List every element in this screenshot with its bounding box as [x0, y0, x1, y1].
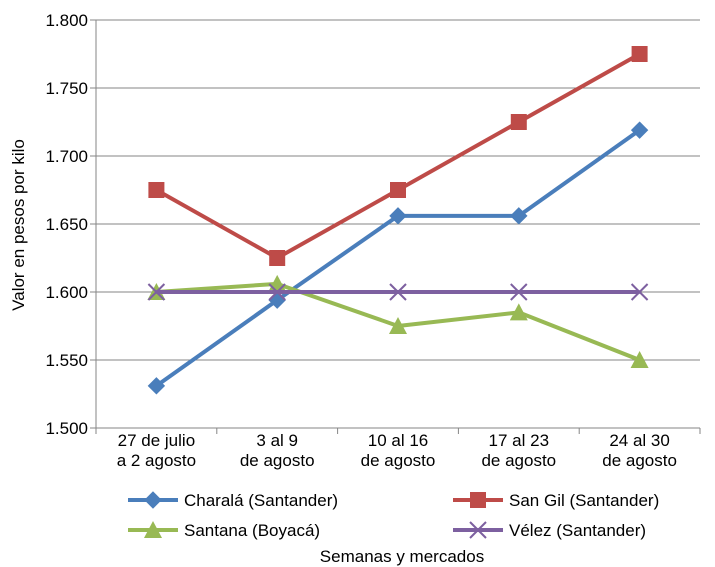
data-point: [148, 182, 165, 198]
y-tick-label: 1.600: [45, 283, 88, 302]
legend-item: Vélez (Santander): [453, 521, 646, 540]
y-axis-label: Valor en pesos por kilo: [9, 139, 28, 311]
marker-stroke: [389, 283, 407, 301]
y-tick-label: 1.650: [45, 215, 88, 234]
y-tick-label: 1.700: [45, 147, 88, 166]
series-group: [147, 46, 649, 395]
series-1: [147, 121, 649, 395]
legend-marker: [470, 492, 486, 508]
legend-marker: [144, 491, 162, 509]
y-tick-labels: 1.500 1.550 1.600 1.650 1.700 1.750 1.800: [45, 11, 88, 438]
legend-label: Santana (Boyacá): [184, 521, 320, 540]
data-point: [390, 182, 406, 198]
legend-item: Santana (Boyacá): [128, 521, 320, 540]
data-point: [389, 207, 407, 225]
legend: Charalá (Santander) San Gil (Santander) Sa…: [128, 491, 659, 540]
marker-stroke: [268, 283, 286, 301]
legend-marker: [469, 521, 487, 539]
data-point: [269, 250, 286, 266]
series-2: [148, 46, 648, 266]
legend-item: Charalá (Santander): [128, 491, 338, 510]
legend-label: Charalá (Santander): [184, 491, 338, 510]
marker-stroke: [630, 283, 649, 301]
y-tick-label: 1.800: [45, 11, 88, 30]
data-point: [389, 283, 407, 301]
legend-marker: [144, 521, 162, 538]
data-point: [147, 283, 166, 301]
legend-item: San Gil (Santander): [453, 491, 659, 510]
series-4: [147, 283, 649, 301]
data-point: [147, 377, 166, 395]
marker-stroke: [147, 283, 166, 301]
data-point: [631, 46, 648, 62]
data-point: [630, 351, 649, 368]
data-point: [510, 114, 527, 130]
x-tick-label: 17 al 23 de agosto: [481, 431, 556, 470]
x-tick-label: 27 de julio a 2 agosto: [117, 431, 196, 470]
marker-stroke: [469, 521, 487, 539]
series-line: [155, 128, 641, 388]
series-3: [147, 274, 649, 368]
data-point: [510, 283, 528, 301]
data-point: [389, 317, 407, 334]
y-tick-label: 1.550: [45, 351, 88, 370]
legend-label: Vélez (Santander): [509, 521, 646, 540]
y-tick-label: 1.750: [45, 79, 88, 98]
x-tick-labels: 27 de julio a 2 agosto 3 al 9 de agosto 10 a…: [117, 431, 677, 470]
data-point: [510, 207, 528, 225]
data-point: [630, 283, 649, 301]
x-tick-label: 24 al 30 de agosto: [602, 431, 677, 470]
marker-stroke: [510, 283, 528, 301]
x-tick-label: 3 al 9 de agosto: [240, 431, 315, 470]
legend-label: San Gil (Santander): [509, 491, 659, 510]
data-point: [630, 121, 649, 139]
data-point: [268, 283, 286, 301]
data-point: [509, 303, 528, 321]
x-tick-label: 10 al 16 de agosto: [361, 431, 436, 470]
y-tick-label: 1.500: [45, 419, 88, 438]
x-axis-label: Semanas y mercados: [320, 547, 484, 566]
axes: [90, 19, 701, 434]
